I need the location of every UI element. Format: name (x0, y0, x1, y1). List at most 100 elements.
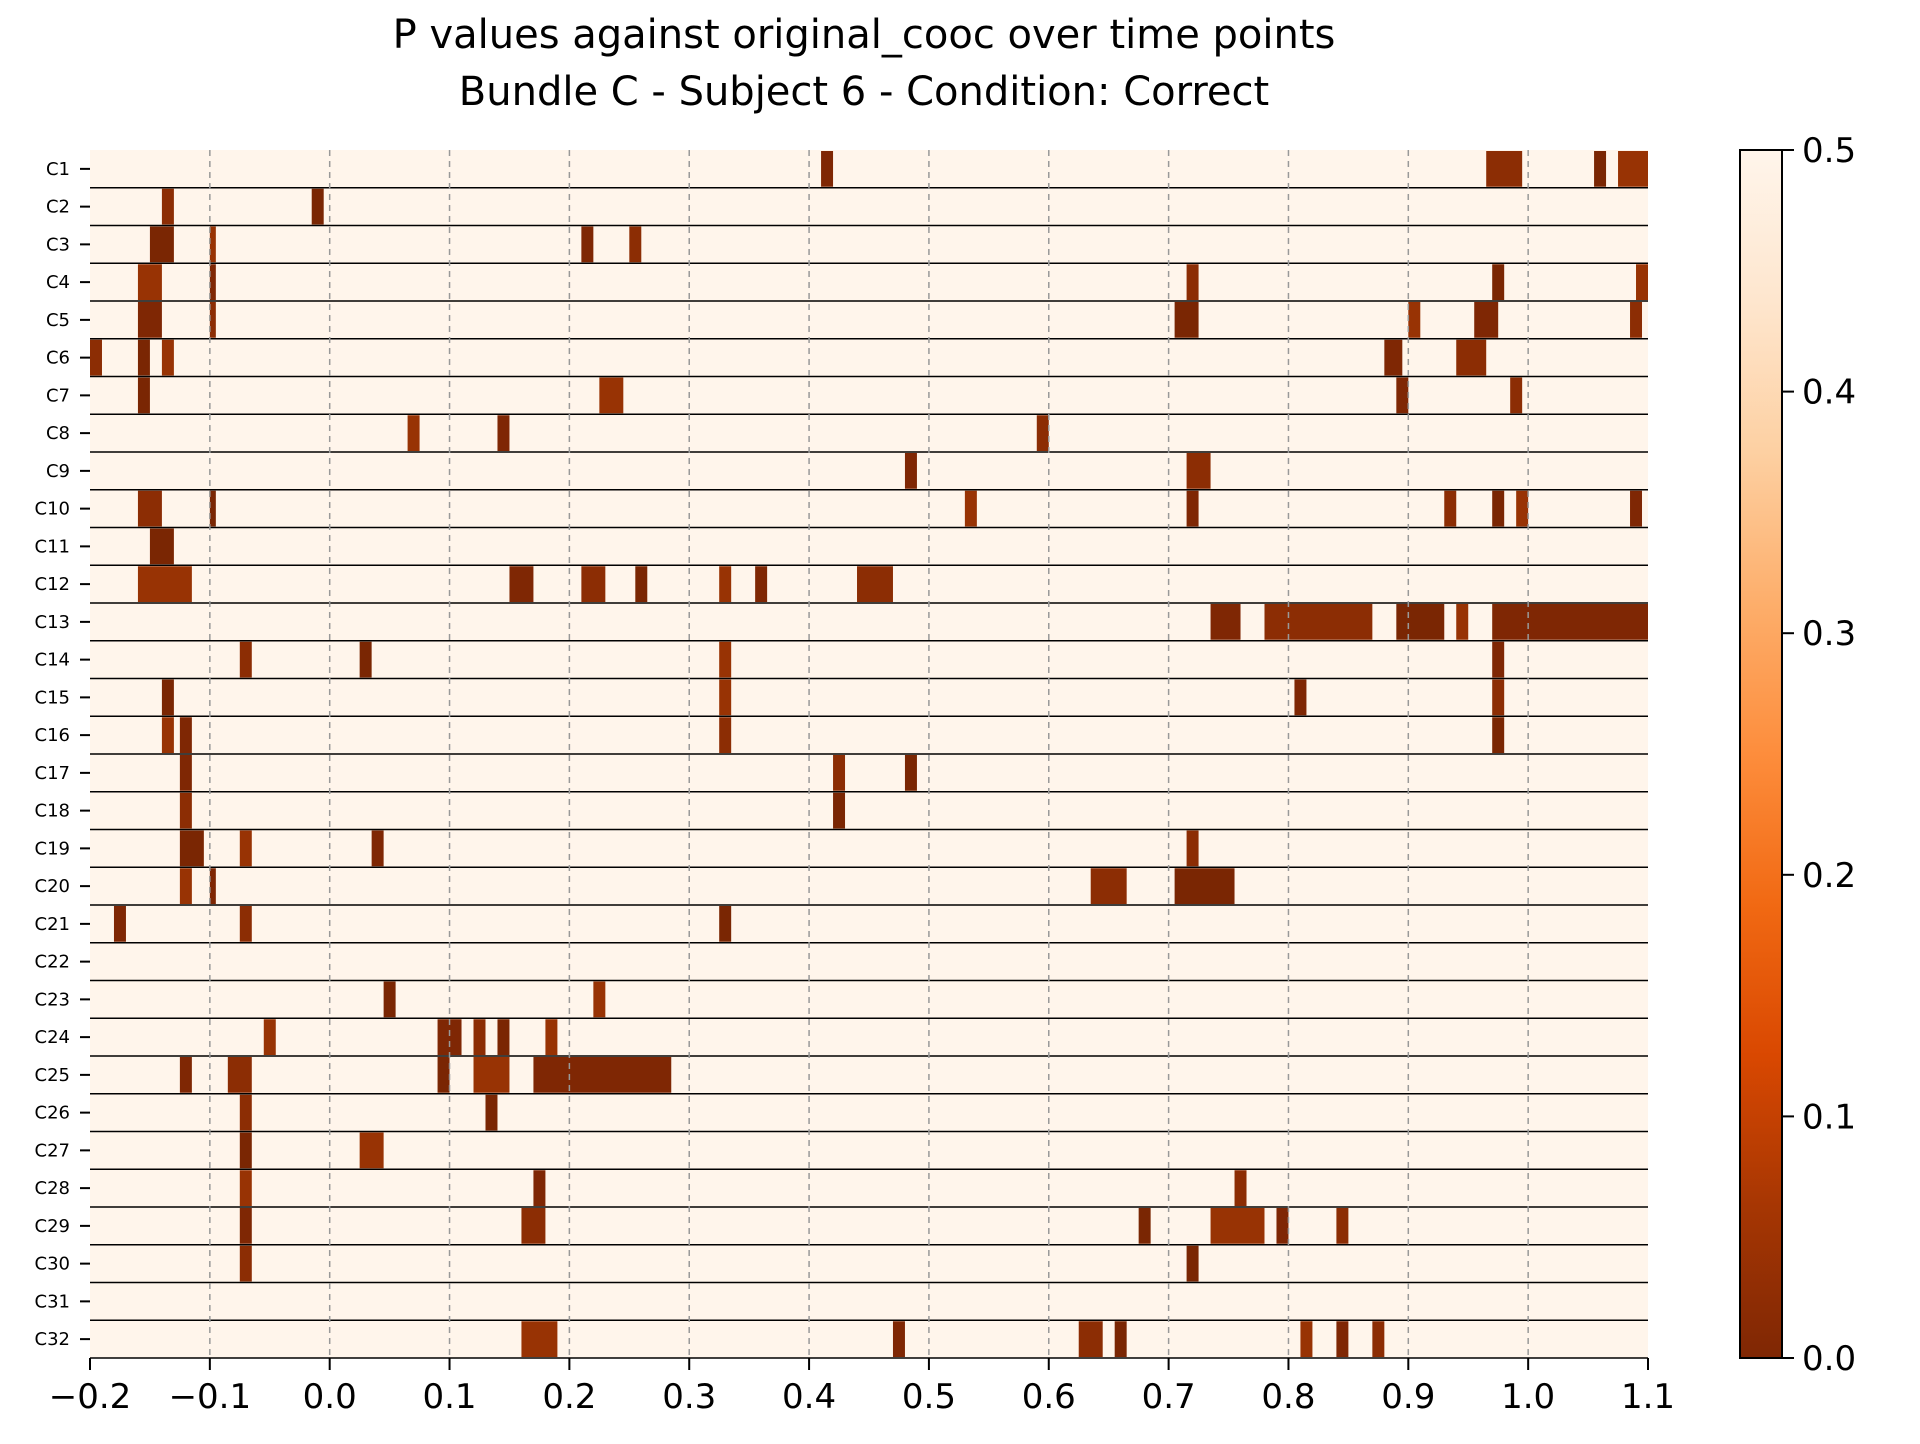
x-tick-label: 0.9 (1381, 1377, 1435, 1417)
heatmap-cell (485, 1094, 498, 1131)
x-tick-label: 0.8 (1261, 1377, 1315, 1417)
heatmap-cell (137, 302, 162, 338)
heatmap-cell (383, 981, 396, 1018)
y-tick-label: C23 (35, 989, 70, 1010)
colorbar-tick-label: 0.5 (1802, 131, 1856, 171)
x-tick-label: −0.1 (169, 1377, 252, 1417)
y-tick-label: C19 (35, 838, 70, 859)
heatmap-cell (209, 490, 216, 527)
heatmap-cell (137, 377, 150, 414)
heatmap-cell (1336, 1321, 1349, 1357)
x-tick-label: 0.2 (542, 1377, 596, 1417)
heatmap-cell (209, 226, 216, 263)
heatmap-cell (137, 566, 192, 602)
heatmap-cell (1492, 717, 1505, 753)
heatmap-cell (179, 868, 192, 904)
heatmap-cell (1396, 604, 1445, 640)
y-tick-label: C20 (35, 876, 70, 897)
y-tick-label: C7 (46, 385, 70, 406)
heatmap-cell (1114, 1321, 1127, 1357)
y-tick-label: C11 (35, 536, 70, 557)
heatmap-cell (179, 717, 192, 753)
heatmap-cell (179, 830, 204, 867)
heatmap-cell (239, 1132, 252, 1169)
heatmap-cell (1186, 1245, 1199, 1282)
heatmap-cell (521, 1208, 546, 1244)
y-tick-label: C10 (35, 499, 70, 520)
y-tick-label: C24 (35, 1027, 70, 1048)
heatmap-cell (137, 264, 162, 300)
heatmap-cell (1492, 641, 1505, 678)
heatmap-cell (209, 868, 216, 904)
colorbar: 0.0 0.1 0.2 0.3 0.4 0.5 (1739, 131, 1856, 1379)
heatmap-cell (581, 226, 594, 263)
heatmap-cell (1186, 453, 1211, 489)
y-tick-label: C28 (35, 1178, 70, 1199)
heatmap-cell (311, 188, 324, 225)
heatmap-cell (719, 679, 732, 716)
y-axis: C1 C2 C3 C4 C5 C6 C7 C8 C9 C10 C11 C12 C13 C14 C15 C16 C… (35, 159, 90, 1350)
heatmap-cell (1516, 490, 1529, 527)
heatmap-cell (239, 1245, 252, 1282)
heatmap-cell (1174, 868, 1235, 904)
x-tick-label: 0.6 (1022, 1377, 1076, 1417)
heatmap-cell (904, 453, 917, 489)
heatmap-cell (1138, 1208, 1151, 1244)
heatmap-cell (1630, 490, 1643, 527)
heatmap-cell (635, 566, 648, 602)
heatmap-cell (1630, 302, 1643, 338)
heatmap-cell (719, 566, 732, 602)
heatmap-cell (1210, 604, 1241, 640)
x-tick-label: 0.3 (662, 1377, 716, 1417)
heatmap-cell (239, 1170, 252, 1206)
heatmap-cell (1036, 415, 1049, 451)
heatmap-cell (497, 1019, 510, 1055)
heatmap-cell (1186, 830, 1199, 867)
x-tick-label: 0.4 (782, 1377, 836, 1417)
y-tick-label: C6 (46, 348, 70, 369)
y-tick-label: C21 (35, 914, 70, 935)
y-tick-label: C2 (46, 197, 70, 218)
y-tick-label: C16 (35, 725, 70, 746)
heatmap-cell (1300, 1321, 1313, 1357)
chart-title: P values against original_cooc over time… (393, 12, 1336, 58)
y-tick-label: C9 (46, 461, 70, 482)
heatmap-cell (629, 226, 642, 263)
y-tick-label: C25 (35, 1065, 70, 1086)
heatmap-cell (1336, 1208, 1349, 1244)
x-tick-label: 0.1 (422, 1377, 476, 1417)
colorbar-tick-label: 0.3 (1802, 614, 1856, 654)
y-tick-label: C30 (35, 1254, 70, 1275)
heatmap-cell (1186, 264, 1199, 300)
heatmap-cell (1294, 679, 1307, 716)
heatmap-cell (239, 1208, 252, 1244)
heatmap-cell (904, 755, 917, 791)
heatmap-cell (1492, 264, 1505, 300)
grid-lines (209, 150, 1529, 1358)
heatmap-cell (755, 566, 768, 602)
x-tick-label: 1.0 (1501, 1377, 1555, 1417)
colorbar-gradient (1739, 149, 1783, 1359)
heatmap-cell (497, 415, 510, 451)
heatmap-cell (833, 792, 846, 829)
heatmap-cell (161, 188, 174, 225)
heatmap-cell (209, 264, 216, 300)
x-tick-label: 0.7 (1142, 1377, 1196, 1417)
heatmap-cell (1384, 339, 1403, 376)
heatmap-cell (90, 339, 102, 376)
heatmap-cell (1408, 302, 1421, 338)
x-tick-label: 0.0 (303, 1377, 357, 1417)
y-tick-label: C13 (35, 612, 70, 633)
chart-subtitle: Bundle C - Subject 6 - Condition: Correc… (459, 69, 1269, 115)
heatmap-cell (1078, 1321, 1103, 1357)
y-tick-label: C27 (35, 1140, 70, 1161)
heatmap-cell (581, 566, 606, 602)
heatmap-cell (521, 1321, 558, 1357)
heatmap-cell (509, 566, 534, 602)
heatmap-cell (1474, 302, 1499, 338)
heatmap-cell (1492, 490, 1505, 527)
y-tick-label: C14 (35, 650, 70, 671)
heatmap-cell (161, 339, 174, 376)
heatmap-cell (857, 566, 893, 602)
